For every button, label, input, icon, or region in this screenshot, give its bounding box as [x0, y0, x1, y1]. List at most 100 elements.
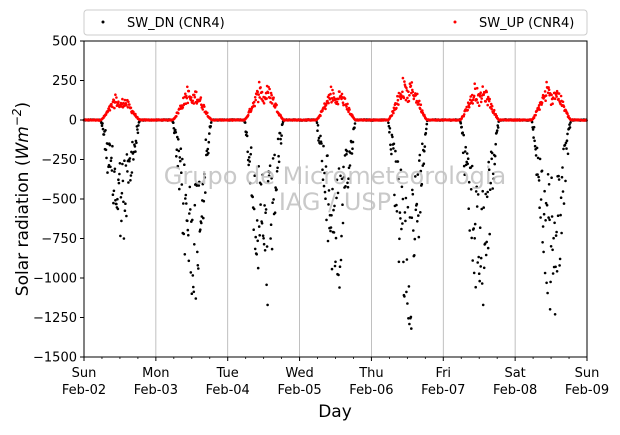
- point-sw-dn: [130, 171, 134, 174]
- point-sw-dn: [424, 131, 428, 135]
- y-axis-title-suffix: ): [13, 102, 33, 109]
- point-sw-dn: [329, 229, 332, 233]
- point-sw-dn: [406, 302, 409, 305]
- point-sw-dn: [196, 264, 200, 267]
- point-sw-up: [270, 93, 273, 97]
- x-tick-label-day: Wed: [285, 366, 313, 381]
- point-sw-dn: [563, 143, 567, 147]
- point-sw-dn: [547, 216, 550, 219]
- point-sw-dn: [262, 237, 265, 240]
- point-sw-dn: [409, 315, 413, 319]
- point-sw-dn: [488, 188, 492, 191]
- point-sw-up: [184, 92, 187, 96]
- point-sw-dn: [344, 185, 347, 188]
- point-sw-dn: [392, 147, 395, 150]
- point-sw-dn: [496, 124, 500, 127]
- point-sw-dn: [270, 177, 273, 180]
- point-sw-dn: [541, 241, 544, 244]
- point-sw-dn: [405, 290, 408, 294]
- point-sw-up: [270, 102, 274, 105]
- point-sw-dn: [123, 209, 127, 212]
- point-sw-dn: [259, 203, 262, 206]
- point-sw-dn: [128, 157, 132, 160]
- point-sw-dn: [339, 174, 342, 178]
- point-sw-dn: [412, 229, 415, 232]
- point-sw-up: [417, 103, 421, 106]
- point-sw-dn: [197, 267, 200, 270]
- y-tick-label: 250: [52, 74, 77, 89]
- point-sw-dn: [262, 242, 266, 246]
- point-sw-dn: [196, 250, 199, 254]
- point-sw-dn: [271, 201, 274, 204]
- point-sw-dn: [542, 212, 546, 216]
- point-sw-dn: [411, 192, 415, 196]
- point-sw-up: [269, 91, 273, 95]
- point-sw-dn: [544, 201, 548, 205]
- point-sw-dn: [546, 173, 550, 176]
- point-sw-dn: [558, 257, 562, 261]
- point-sw-up: [537, 106, 540, 109]
- point-sw-up: [338, 90, 341, 93]
- point-sw-up: [189, 98, 193, 102]
- x-tick-label-date: Feb-06: [349, 383, 393, 398]
- point-sw-dn: [117, 181, 121, 185]
- point-sw-up: [540, 101, 544, 104]
- point-sw-dn: [106, 171, 109, 174]
- point-sw-dn: [531, 128, 535, 131]
- point-sw-dn: [491, 172, 495, 176]
- point-sw-up: [268, 87, 271, 91]
- point-sw-dn: [199, 228, 202, 231]
- point-sw-dn: [273, 211, 277, 214]
- point-sw-dn: [411, 188, 414, 192]
- point-sw-dn: [208, 132, 211, 135]
- point-sw-dn: [346, 185, 350, 189]
- legend-marker-sw-dn: [101, 20, 105, 24]
- point-sw-dn: [417, 235, 421, 239]
- point-sw-dn: [192, 285, 195, 289]
- point-sw-dn: [490, 157, 494, 161]
- point-sw-dn: [206, 147, 210, 151]
- point-sw-dn: [133, 145, 137, 148]
- point-sw-dn: [113, 170, 116, 173]
- point-sw-dn: [179, 147, 183, 150]
- point-sw-dn: [336, 191, 340, 195]
- point-sw-up: [275, 103, 278, 107]
- point-sw-up: [562, 105, 566, 109]
- point-sw-up: [532, 116, 536, 120]
- point-sw-up: [557, 97, 560, 101]
- x-tick-label-day: Sun: [72, 366, 97, 381]
- point-sw-up: [193, 95, 197, 99]
- point-sw-dn: [487, 168, 491, 171]
- point-sw-dn: [124, 164, 128, 167]
- point-sw-up: [477, 104, 481, 107]
- point-sw-dn: [327, 189, 331, 192]
- point-sw-dn: [175, 155, 178, 158]
- point-sw-dn: [491, 187, 495, 190]
- point-sw-dn: [401, 197, 405, 201]
- point-sw-dn: [391, 135, 394, 139]
- point-sw-dn: [473, 222, 477, 226]
- point-sw-dn: [125, 214, 128, 218]
- point-sw-dn: [337, 273, 340, 277]
- point-sw-dn: [175, 148, 179, 151]
- point-sw-dn: [418, 159, 421, 162]
- point-sw-up: [470, 93, 474, 97]
- point-sw-up: [257, 80, 261, 84]
- point-sw-dn: [562, 147, 565, 151]
- point-sw-dn: [268, 164, 272, 167]
- point-sw-dn: [260, 222, 264, 225]
- point-sw-up: [561, 100, 565, 104]
- point-sw-up: [487, 99, 491, 103]
- point-sw-up: [319, 114, 322, 118]
- point-sw-dn: [569, 121, 572, 124]
- point-sw-up: [396, 94, 399, 98]
- point-sw-up: [492, 108, 496, 112]
- point-sw-dn: [183, 253, 187, 256]
- legend-label-sw-dn: SW_DN (CNR4): [127, 16, 225, 31]
- point-sw-up: [410, 81, 414, 84]
- y-axis-title-unit: Wm: [13, 126, 33, 159]
- point-sw-dn: [111, 193, 115, 196]
- point-sw-dn: [340, 234, 343, 238]
- point-sw-up: [328, 97, 332, 101]
- point-sw-dn: [345, 152, 348, 156]
